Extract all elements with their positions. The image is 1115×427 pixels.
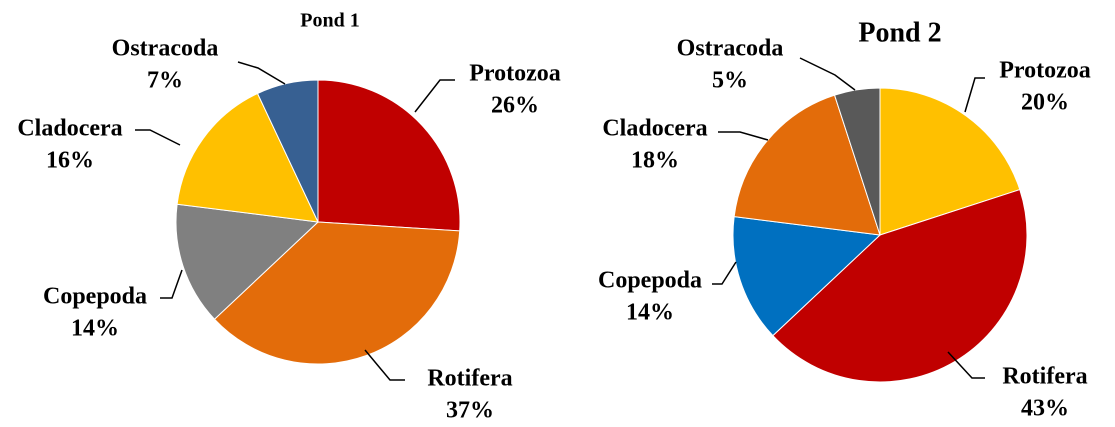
slice-label-value: 26% bbox=[491, 93, 539, 119]
slice-label-value: 5% bbox=[712, 68, 748, 94]
slice-label-name: Ostracoda bbox=[677, 36, 784, 62]
slice-label-name: Rotifera bbox=[1002, 364, 1087, 390]
leader-line bbox=[718, 131, 769, 141]
slice-label-name: Copepoda bbox=[43, 284, 147, 310]
pie-slice bbox=[833, 87, 881, 236]
leader-line bbox=[799, 57, 856, 91]
pie-slice bbox=[733, 94, 881, 236]
slice-label-value: 20% bbox=[1021, 90, 1069, 116]
slice-label-value: 16% bbox=[46, 148, 94, 174]
pie-slice bbox=[772, 188, 1028, 383]
chart-title: Pond 1 bbox=[300, 10, 359, 32]
leader-line bbox=[947, 351, 985, 379]
pie-slice bbox=[879, 87, 1021, 236]
pie-slice bbox=[175, 203, 320, 320]
pie-slice bbox=[256, 79, 319, 223]
slice-label-name: Copepoda bbox=[598, 268, 702, 294]
leader-line bbox=[160, 269, 183, 299]
leader-line bbox=[712, 261, 737, 285]
leader-line bbox=[414, 79, 455, 113]
slice-label-name: Ostracoda bbox=[112, 36, 219, 62]
leader-line bbox=[135, 129, 181, 146]
slice-label-name: Cladocera bbox=[602, 116, 707, 142]
slice-label-name: Rotifera bbox=[427, 366, 512, 392]
slice-label-value: 37% bbox=[446, 398, 494, 424]
leader-line bbox=[964, 77, 985, 113]
slice-label-name: Protozoa bbox=[999, 58, 1091, 84]
slice-label-value: 7% bbox=[147, 68, 183, 94]
slice-label-value: 14% bbox=[71, 316, 119, 342]
slice-label-value: 43% bbox=[1021, 396, 1069, 422]
slice-label-value: 14% bbox=[626, 300, 674, 326]
slice-label-name: Cladocera bbox=[17, 116, 122, 142]
slice-label-value: 18% bbox=[631, 148, 679, 174]
slice-label-name: Protozoa bbox=[469, 61, 561, 87]
pie-slice bbox=[317, 79, 461, 232]
chart-title: Pond 2 bbox=[858, 17, 941, 48]
leader-line bbox=[237, 61, 286, 85]
pie-slice bbox=[213, 221, 461, 365]
leader-line bbox=[364, 349, 405, 381]
pie-slice bbox=[732, 216, 882, 337]
pie-slice bbox=[176, 92, 319, 223]
